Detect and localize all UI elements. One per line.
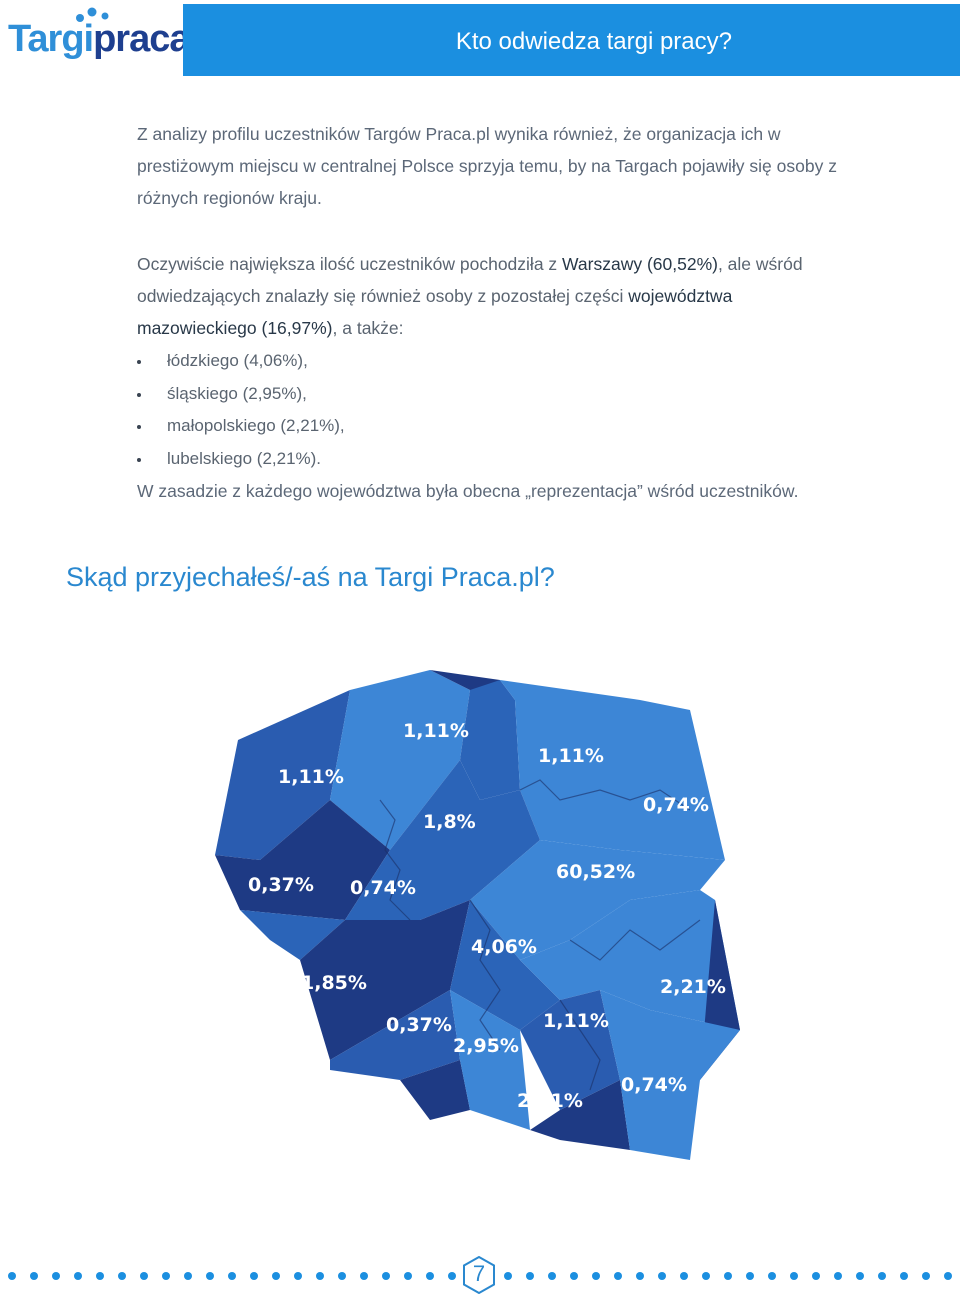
map-region-wielkopolska: [300, 900, 470, 1060]
map-label: 1,11%: [278, 766, 344, 788]
logo-dots-icon: [76, 7, 109, 22]
intro-paragraph: Z analizy profilu uczestników Targów Pra…: [137, 124, 837, 208]
map-region-opolskie: [400, 1060, 470, 1120]
map-label: 1,11%: [403, 720, 469, 742]
header-bar: Kto odwiedza targi pracy?: [183, 4, 960, 76]
list-item: śląskiego (2,95%),: [137, 378, 637, 411]
map-region-lodzkie: [450, 900, 560, 1030]
map-label: 2,21%: [517, 1090, 583, 1112]
para2-text-1: Oczywiście największa ilość uczestników …: [137, 254, 563, 274]
map-label: 1,85%: [301, 972, 367, 994]
map-label: 0,37%: [248, 874, 314, 896]
map-region-lubuskie: [240, 910, 345, 960]
map-label: 0,74%: [621, 1074, 687, 1096]
map-label: 4,06%: [471, 936, 537, 958]
map-region-lubelskie: [520, 890, 740, 1030]
list-item: lubelskiego (2,21%).: [137, 443, 637, 476]
map-label: 2,21%: [660, 976, 726, 998]
summary-paragraph: W zasadzie z każdego województwa była ob…: [137, 481, 799, 501]
region-list: łódzkiego (4,06%), śląskiego (2,95%), ma…: [137, 345, 637, 475]
list-item: łódzkiego (4,06%),: [137, 345, 637, 378]
warsaw-paragraph: Oczywiście największa ilość uczestników …: [137, 248, 837, 344]
list-item: małopolskiego (2,21%),: [137, 410, 637, 443]
poland-map: 1,11% 1,11% 1,11% 0,74% 1,8% 0,37% 0,74%…: [215, 670, 740, 1160]
logo: Targipraca.pl: [8, 6, 232, 70]
map-region-podkarpackie: [600, 990, 740, 1160]
footer-dots: [8, 1272, 952, 1280]
map-region-slaskie: [450, 990, 530, 1130]
map-region-kujawsko: [345, 760, 540, 920]
page-number: 7: [472, 1261, 486, 1286]
map-region-swietokrzyskie: [520, 990, 620, 1110]
map-region-west: [215, 800, 390, 920]
map-label: 0,37%: [386, 1014, 452, 1036]
map-label: 60,52%: [556, 861, 635, 883]
map-region-north-east: [500, 680, 725, 860]
map-label: 1,8%: [423, 811, 476, 833]
logo-part-targi: Targi: [8, 18, 94, 60]
page-badge-icon: [463, 1256, 495, 1294]
map-region-dolnoslaskie: [330, 990, 460, 1080]
map-label: 1,11%: [538, 745, 604, 767]
page-title: Kto odwiedza targi pracy?: [455, 28, 732, 55]
map-region-north-west: [215, 690, 350, 860]
mazowieckie-highlight: województwa mazowieckiego (16,97%): [137, 286, 733, 338]
map-region-malopolskie: [530, 1080, 630, 1150]
map-label: 1,11%: [543, 1010, 609, 1032]
region-borders: [379, 779, 701, 1091]
para2-text-2: , ale wśród odwiedzających znalazły się …: [137, 254, 803, 306]
map-region-north: [330, 670, 470, 850]
map-label: 2,95%: [453, 1035, 519, 1057]
section-title: Skąd przyjechałeś/-aś na Targi Praca.pl?: [66, 562, 555, 592]
map-label: 0,74%: [350, 877, 416, 899]
map-label: 0,74%: [643, 794, 709, 816]
map-region-mazowieckie: [470, 840, 725, 960]
para2-text-3: , a także:: [332, 318, 404, 338]
warsaw-highlight: Warszawy (60,52%): [562, 254, 718, 274]
map-region-north-center: [460, 680, 520, 800]
